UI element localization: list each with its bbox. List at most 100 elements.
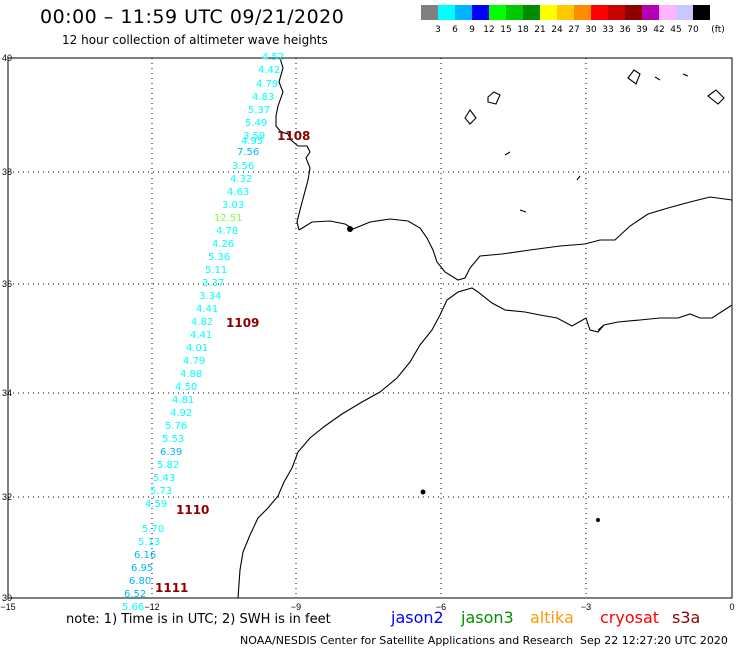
lat-label: 32 xyxy=(2,492,12,502)
track-value: 5.11 xyxy=(205,265,227,276)
lon-label: −9 xyxy=(291,602,301,612)
legend-item-cryosat: cryosat xyxy=(600,608,660,627)
page-subtitle: 12 hour collection of altimeter wave hei… xyxy=(62,33,328,47)
legend-item-jason3: jason3 xyxy=(461,608,514,627)
lat-label: 40 xyxy=(2,53,12,63)
scale-label: 3 xyxy=(435,25,441,35)
track-value: 4.41 xyxy=(196,304,218,315)
grid xyxy=(8,58,732,598)
track-value: 4.82 xyxy=(191,317,213,328)
legend-item-jason2: jason2 xyxy=(391,608,444,627)
scale-swatch xyxy=(472,5,489,20)
track-value: 5.37 xyxy=(248,105,270,116)
scale-label: 12 xyxy=(483,25,495,35)
footer-credit: NOAA/NESDIS Center for Satellite Applica… xyxy=(240,634,574,647)
track-value: 4.01 xyxy=(186,343,208,354)
track-value: 3.03 xyxy=(222,200,244,211)
scale-swatch xyxy=(523,5,540,20)
scale-swatch xyxy=(608,5,625,20)
track-value: 4.59 xyxy=(145,499,167,510)
track-value: 4.92 xyxy=(170,408,192,419)
plot-frame xyxy=(7,57,733,599)
track-value: 6.52 xyxy=(124,589,146,600)
lat-label: 30 xyxy=(2,593,12,603)
scale-swatch xyxy=(574,5,591,20)
track-value: 4.88 xyxy=(180,369,202,380)
track-value: 6.80 xyxy=(129,576,151,587)
scale-label: 45 xyxy=(670,25,682,35)
track-value: 3.56 xyxy=(232,161,254,172)
scale-swatch xyxy=(659,5,676,20)
track-value: 12.51 xyxy=(214,213,243,224)
coastline xyxy=(237,57,733,599)
island xyxy=(596,518,600,522)
legend-item-altika: altika xyxy=(530,608,574,627)
scale-label: 6 xyxy=(452,25,458,35)
scale-label: 18 xyxy=(517,25,529,35)
track-value: 5.82 xyxy=(157,460,179,471)
island xyxy=(347,226,353,232)
track-value: 4.41 xyxy=(190,330,212,341)
track-value: 5.53 xyxy=(162,434,184,445)
track-value: 3.37 xyxy=(202,278,224,289)
track-time: 1108 xyxy=(277,129,310,143)
scale-unit: (ft) xyxy=(711,25,725,35)
track-value: 7.56 xyxy=(237,147,259,158)
lon-axis-labels: −15 −12 −9 −6 −3 0 xyxy=(0,602,734,612)
scale-label: 24 xyxy=(551,25,563,35)
island xyxy=(627,69,641,85)
track-value: 4.32 xyxy=(230,174,252,185)
track-value: 4.81 xyxy=(172,395,194,406)
track-value: 3.34 xyxy=(199,291,221,302)
scale-swatch xyxy=(540,5,557,20)
island xyxy=(654,76,661,81)
track-value: 3.59 xyxy=(243,131,265,142)
track-value: 4.63 xyxy=(227,187,249,198)
track-value: 6.95 xyxy=(131,563,153,574)
scale-swatch xyxy=(489,5,506,20)
track-value: 4.42 xyxy=(258,65,280,76)
track-value: 4.83 xyxy=(252,92,274,103)
track-time: 1111 xyxy=(155,581,188,595)
track-time: 1109 xyxy=(226,316,259,330)
island xyxy=(464,109,477,125)
track-value: 6.16 xyxy=(134,550,156,561)
track-value: 5.66 xyxy=(122,602,144,613)
track-value: 5.70 xyxy=(142,524,164,535)
scale-label: 9 xyxy=(469,25,475,35)
island xyxy=(519,209,527,213)
island xyxy=(487,91,501,105)
scale-swatch xyxy=(676,5,693,20)
track-value: 5.49 xyxy=(245,118,267,129)
track-value: 4.79 xyxy=(183,356,205,367)
lon-label: −6 xyxy=(436,602,446,612)
island xyxy=(707,89,725,105)
footer-note: note: 1) Time is in UTC; 2) SWH is in fe… xyxy=(66,612,331,627)
coast-portugal xyxy=(275,57,311,231)
scale-swatch xyxy=(591,5,608,20)
island xyxy=(420,489,426,495)
scale-swatch xyxy=(625,5,642,20)
track-value: 5.36 xyxy=(208,252,230,263)
footer-timestamp: Sep 22 12:27:20 UTC 2020 xyxy=(580,634,728,647)
scale-label: 30 xyxy=(585,25,597,35)
scale-label: 15 xyxy=(500,25,512,35)
track-value: 4.79 xyxy=(256,79,278,90)
coast-morocco xyxy=(237,287,733,599)
legend-item-s3a: s3a xyxy=(672,608,701,627)
coast-south-iberia xyxy=(298,196,733,281)
scale-swatch xyxy=(693,5,710,20)
scale-swatch xyxy=(455,5,472,20)
scale-label: 27 xyxy=(568,25,580,35)
lat-label: 34 xyxy=(2,388,12,398)
track-value: 4.78 xyxy=(216,226,238,237)
island xyxy=(504,151,511,156)
scale-label: 21 xyxy=(534,25,546,35)
scale-swatch xyxy=(438,5,455,20)
track-time: 1110 xyxy=(176,503,209,517)
lat-label: 36 xyxy=(2,279,12,289)
track-value: 5.43 xyxy=(153,473,175,484)
page-title: 00:00 – 11:59 UTC 09/21/2020 xyxy=(40,6,345,28)
track-value: 5.73 xyxy=(150,486,172,497)
